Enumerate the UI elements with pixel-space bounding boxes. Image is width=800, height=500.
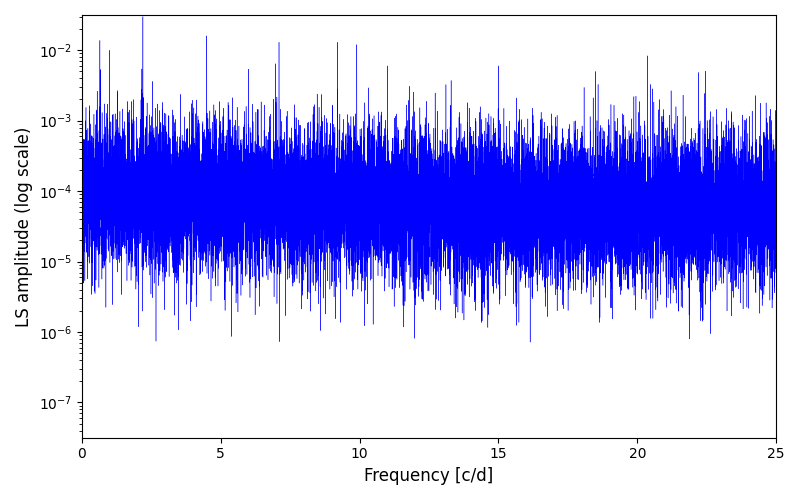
Y-axis label: LS amplitude (log scale): LS amplitude (log scale): [15, 126, 33, 326]
X-axis label: Frequency [c/d]: Frequency [c/d]: [364, 467, 494, 485]
